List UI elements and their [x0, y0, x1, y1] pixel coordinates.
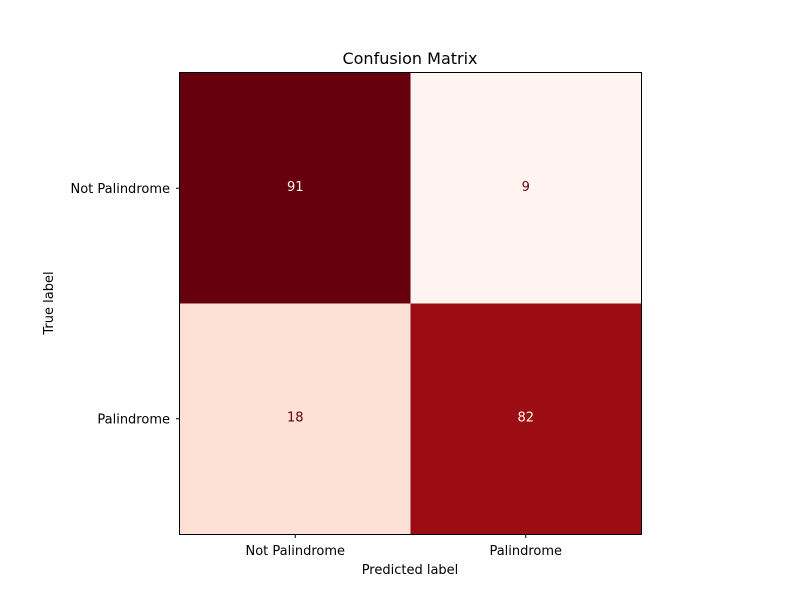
matrix-cell	[180, 73, 411, 304]
matrix-cells: 91 9 18 82	[180, 73, 641, 534]
matrix-cell	[410, 303, 641, 534]
chart-title: Confusion Matrix	[342, 49, 477, 68]
plot-frame	[179, 72, 642, 535]
x-axis-label: Predicted label	[362, 563, 459, 578]
x-tick-label: Not Palindrome	[245, 544, 345, 559]
y-axis-ticks: Not Palindrome Palindrome	[70, 182, 180, 427]
cell-value-label: 91	[287, 180, 304, 195]
matrix-cell	[180, 303, 411, 534]
y-tick-label: Palindrome	[97, 412, 170, 427]
y-axis-label: True label	[42, 271, 57, 335]
cell-value-label: 18	[287, 410, 304, 425]
cell-value-label: 9	[522, 180, 530, 195]
matrix-cell	[410, 73, 641, 304]
y-tick-label: Not Palindrome	[70, 182, 170, 197]
x-axis-ticks: Not Palindrome Palindrome	[245, 534, 562, 559]
x-tick-label: Palindrome	[489, 544, 562, 559]
cell-value-label: 82	[517, 410, 534, 425]
